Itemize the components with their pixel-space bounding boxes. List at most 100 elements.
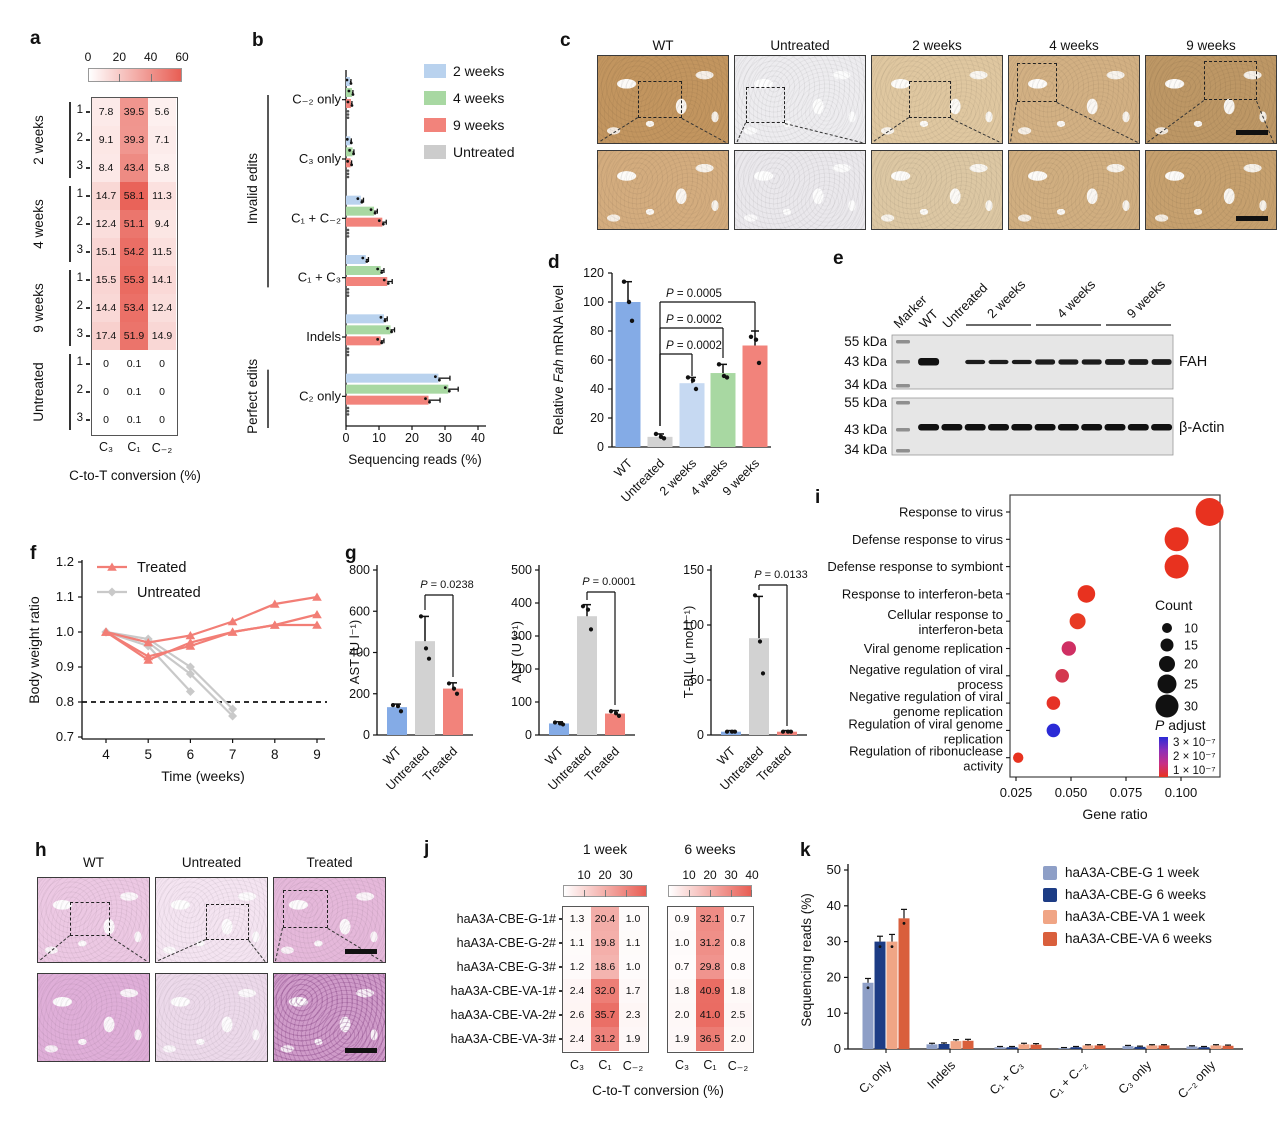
triangle-marker <box>185 641 196 650</box>
panel-b-chart: 0 10 20 30 40 Sequencing reads (%) C₋₂ only C₃ … <box>245 28 545 498</box>
micrograph-top <box>597 55 729 144</box>
diamond-marker <box>228 704 238 714</box>
colorbar-tick: 0 <box>84 50 92 64</box>
row-tick <box>86 307 90 309</box>
y-tick-label: 100 <box>511 695 532 709</box>
bar <box>1030 1044 1042 1049</box>
y-tick-label: 800 <box>349 563 370 577</box>
colorbar-tick: 40 <box>745 868 759 882</box>
heatmap-cell: 1.1 <box>619 931 647 955</box>
bar <box>950 1041 962 1049</box>
term-label: Defense response to virus <box>852 532 1004 547</box>
micrograph-top <box>37 877 150 963</box>
heatmap-cell: 0 <box>92 350 120 378</box>
heatmap-row-number: 3 <box>76 244 83 256</box>
bar <box>346 314 384 324</box>
data-dot <box>346 169 350 172</box>
bar <box>898 918 910 1049</box>
data-dot <box>653 431 659 437</box>
panel-i-svg: Response to virus Defense response to vir… <box>827 494 1224 822</box>
y-axis-label: AST (U l⁻¹) <box>347 620 362 684</box>
heatmap-cell: 31.2 <box>696 931 724 955</box>
tissue-speckle <box>156 974 267 1061</box>
x-axis-label: Time (weeks) <box>161 768 245 784</box>
count-legend-label: 25 <box>1184 678 1198 692</box>
heatmap-cell: 2.6 <box>563 1003 591 1027</box>
y-tick-label: 50 <box>690 673 704 687</box>
legend-swatch <box>1043 932 1057 946</box>
legend-swatch <box>424 64 446 78</box>
heatmap-cell: 0 <box>148 406 176 434</box>
data-dot <box>585 607 591 612</box>
panel-f-label: f <box>30 543 37 564</box>
heatmap-cell: 55.3 <box>120 266 148 294</box>
go-term-dot <box>1069 613 1086 630</box>
data-dot <box>753 337 759 342</box>
panel-d-chart: 0 20 40 60 80 100 120 WT Untreated 2 weeks 4 weeks… <box>545 248 823 510</box>
heatmap-cell: 12.4 <box>92 210 120 238</box>
x-axis-label: Sequencing reads (%) <box>348 452 482 467</box>
row-tick <box>559 966 563 968</box>
panel-i: i Response to virus Defense response to v… <box>810 485 1280 825</box>
heatmap-cell: 9.1 <box>92 126 120 154</box>
heatmap-cell: 1.9 <box>619 1027 647 1051</box>
heatmap-cell: 1.0 <box>619 955 647 979</box>
term-label: Negative regulation of viral <box>849 662 1003 677</box>
y-tick-label: 10 <box>827 1005 841 1020</box>
bar <box>742 345 768 447</box>
actin-band <box>988 424 1009 431</box>
data-dot <box>608 709 614 714</box>
colorbar-mark <box>150 74 152 82</box>
row-tick <box>86 419 90 421</box>
data-dot <box>866 986 870 990</box>
x-category-label: C₃ only <box>1116 1058 1155 1097</box>
heatmap-cell: 14.4 <box>92 294 120 322</box>
bar <box>346 255 366 264</box>
heatmap-cell: 2.0 <box>724 1027 752 1051</box>
heatmap-cell: 51.1 <box>120 210 148 238</box>
category-label: Indels <box>306 329 341 344</box>
data-dot <box>580 604 586 609</box>
x-category-label: C₁ only <box>856 1058 894 1096</box>
tissue-texture <box>274 974 385 1061</box>
micrograph-bottom <box>37 973 150 1062</box>
heatmap-col-label: C₁ <box>703 1058 717 1072</box>
bar <box>346 158 351 168</box>
colorbar-tick: 10 <box>682 868 696 882</box>
heatmap-cell: 0.7 <box>668 955 696 979</box>
tissue-speckle <box>274 878 385 962</box>
data-dot <box>346 294 350 298</box>
x-category-label: WT <box>611 456 635 480</box>
data-dot <box>345 78 349 82</box>
mw-label: 55 kDa <box>844 334 887 349</box>
colorbar <box>88 68 182 82</box>
heatmap-cell: 39.3 <box>120 126 148 154</box>
data-dot <box>346 100 350 104</box>
bar <box>1122 1046 1134 1049</box>
bar <box>679 383 705 447</box>
x-tick-label: 4 <box>102 747 110 762</box>
tissue-texture <box>735 151 865 229</box>
panel-c-images: WT Untreated 2 weeks 4 weeks 9 weeks <box>545 18 1280 243</box>
y-tick-label: 200 <box>349 687 370 701</box>
heatmap-cell: 20.4 <box>591 907 619 931</box>
y-tick-label: 200 <box>511 662 532 676</box>
y-tick-label: 40 <box>590 382 604 396</box>
heatmap-cell: 35.7 <box>591 1003 619 1027</box>
perfect-edits-label: Perfect edits <box>245 359 260 434</box>
data-dot <box>588 627 594 632</box>
go-term-dot <box>1061 641 1076 656</box>
bar <box>710 373 736 447</box>
actin-band <box>918 424 940 431</box>
inset-box <box>1204 61 1257 101</box>
panel-a-heatmap: 0 20 40 60 1 7.8 39.5 5.6 2 9.1 39.3 7.1 3 8.4 43.4 5.8… <box>25 28 245 508</box>
heatmap-col-label: C₋₂ <box>622 1059 644 1073</box>
data-dot <box>661 436 667 441</box>
y-tick-label: 150 <box>683 563 704 577</box>
heatmap-cell: 29.8 <box>696 955 724 979</box>
legend-label: haA3A-CBE-VA 6 weeks <box>1065 931 1212 946</box>
legend-label: Untreated <box>453 144 514 160</box>
lane-label: Untreated <box>939 280 990 331</box>
heatmap-cell: 7.1 <box>148 126 176 154</box>
row-tick <box>86 223 90 225</box>
